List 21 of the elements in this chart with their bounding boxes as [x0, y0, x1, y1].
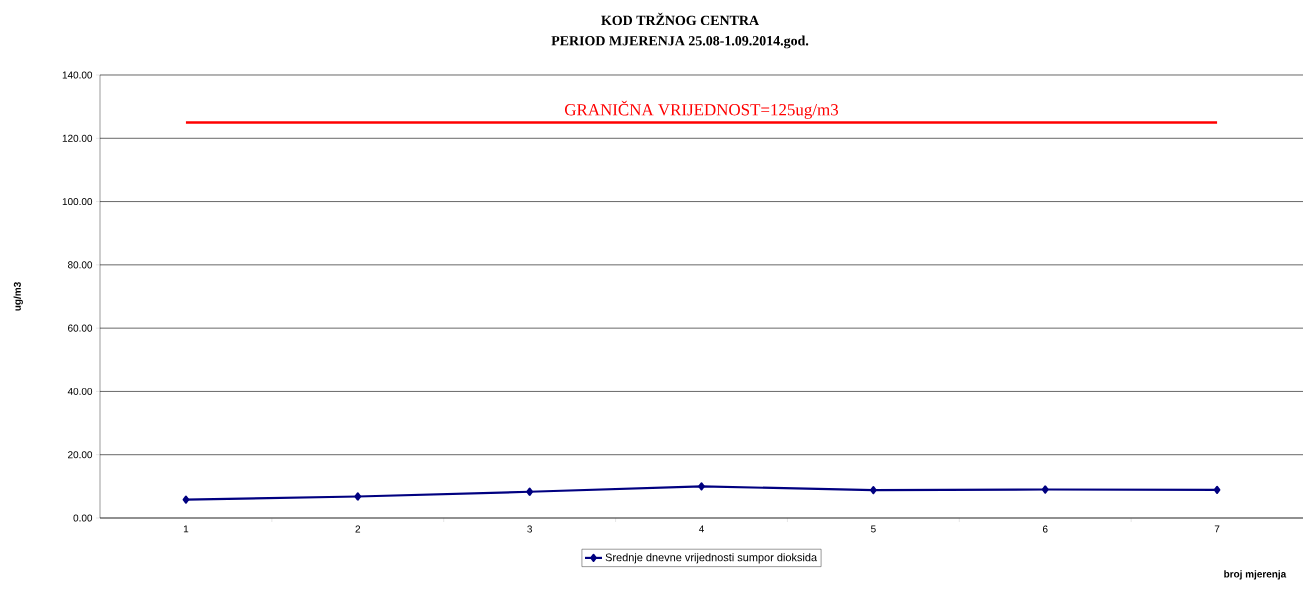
y-tick-label: 100.00: [62, 198, 93, 206]
y-tick-label: 0.00: [73, 514, 93, 522]
y-tick-label: 20.00: [68, 451, 93, 459]
y-tick-label: 120.00: [62, 134, 93, 142]
y-tick-label: 80.00: [67, 261, 93, 269]
x-tick-label: 1: [183, 525, 189, 533]
y-axis-title: ug/m3: [13, 282, 23, 311]
x-tick-label: 6: [1042, 525, 1048, 533]
x-tick-label: 7: [1214, 525, 1220, 533]
y-tick-label: 40.00: [67, 387, 93, 395]
y-tick-label: 60.00: [68, 324, 93, 332]
chart-subtitle: PERIOD MJERENJA 25.08-1.09.2014.god.: [551, 35, 809, 49]
ref-line-label: GRANIČNA VRIJEDNOST=125ug/m3: [564, 100, 839, 119]
x-axis-title: broj mjerenja: [1224, 570, 1287, 580]
legend-label: Srednje dnevne vrijednosti sumpor dioksida: [605, 553, 818, 564]
x-tick-label: 5: [871, 525, 876, 533]
y-tick-label: 140.00: [62, 71, 93, 79]
chart-title: KOD TRŽNOG CENTRA: [601, 12, 759, 26]
x-tick-label: 4: [698, 525, 704, 533]
x-tick-label: 2: [355, 525, 361, 533]
x-tick-label: 3: [527, 525, 532, 533]
